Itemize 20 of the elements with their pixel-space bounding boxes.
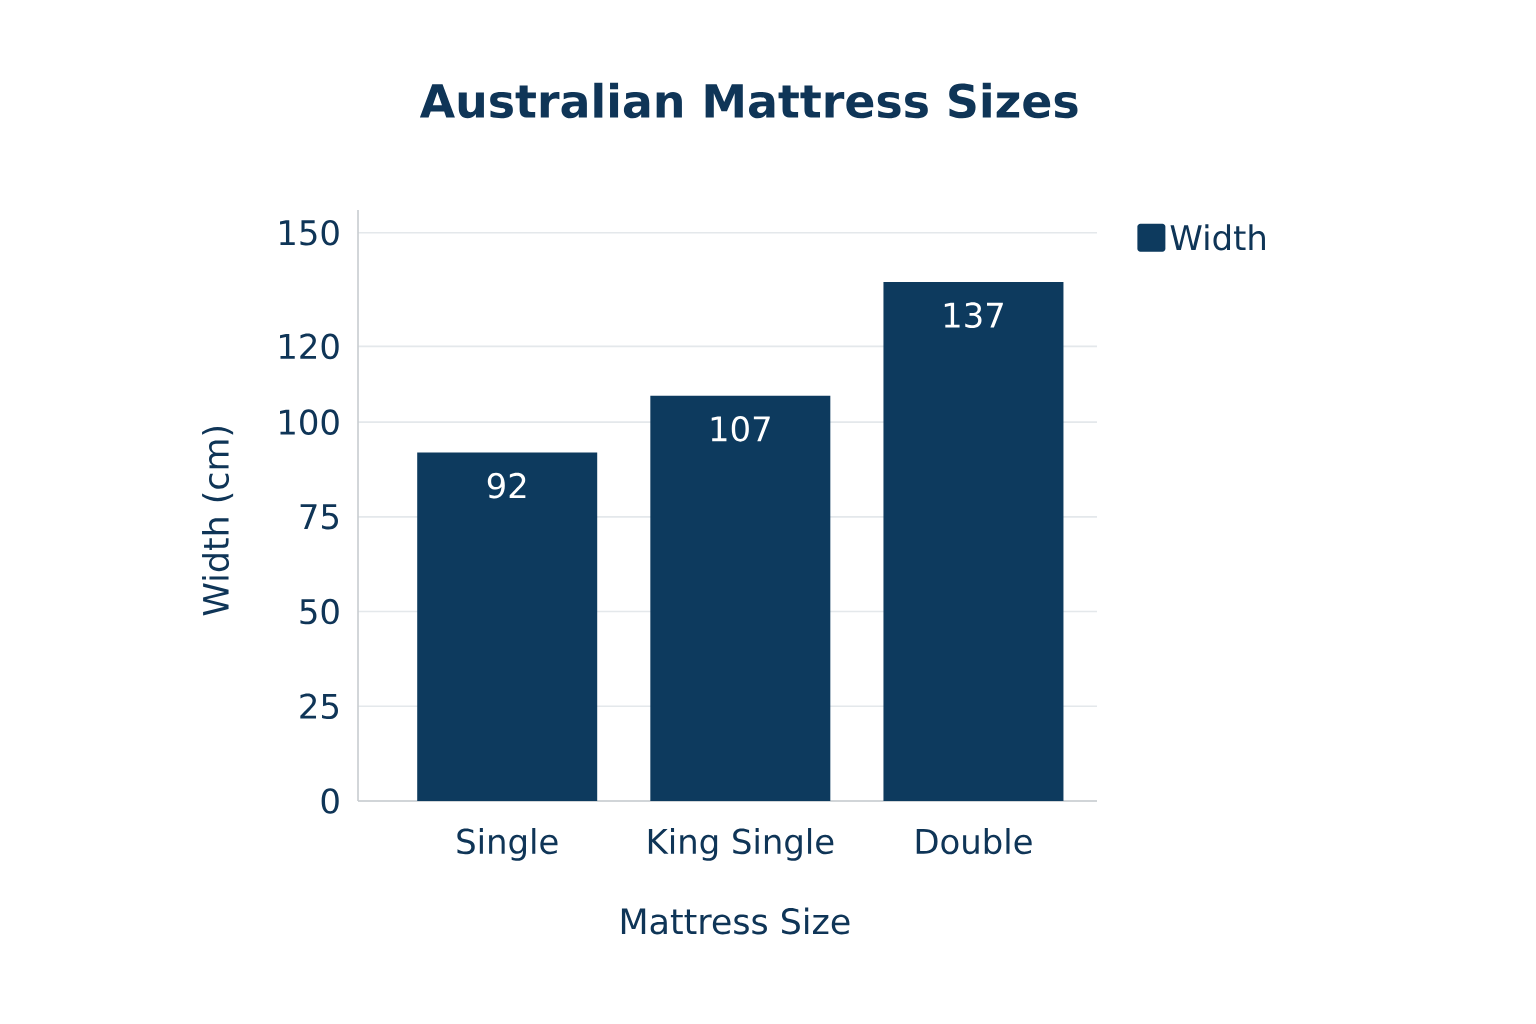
bar	[417, 452, 598, 801]
y-tick-label: 100	[280, 409, 339, 435]
y-tick-label: 25	[300, 693, 338, 720]
x-tick-label: King Single	[648, 828, 834, 861]
y-tick-label: 75	[300, 504, 338, 530]
legend-label: Width	[1170, 224, 1265, 251]
data-label: 107	[711, 416, 770, 442]
y-tick-label: 120	[280, 333, 339, 360]
bar	[883, 281, 1064, 801]
bar	[650, 395, 831, 801]
x-tick-label: Single	[457, 828, 558, 861]
y-tick-label: 50	[300, 598, 339, 625]
y-tick-label: 150	[280, 219, 339, 246]
x-tick-label: Double	[916, 828, 1032, 855]
data-label: 92	[487, 472, 526, 499]
y-axis-title: Width (cm)	[202, 426, 234, 616]
x-axis-title: Mattress Size	[621, 907, 850, 935]
y-tick-label: 0	[321, 788, 339, 814]
data-label: 137	[944, 302, 1003, 328]
chart-title: Australian Mattress Sizes	[419, 82, 1078, 119]
